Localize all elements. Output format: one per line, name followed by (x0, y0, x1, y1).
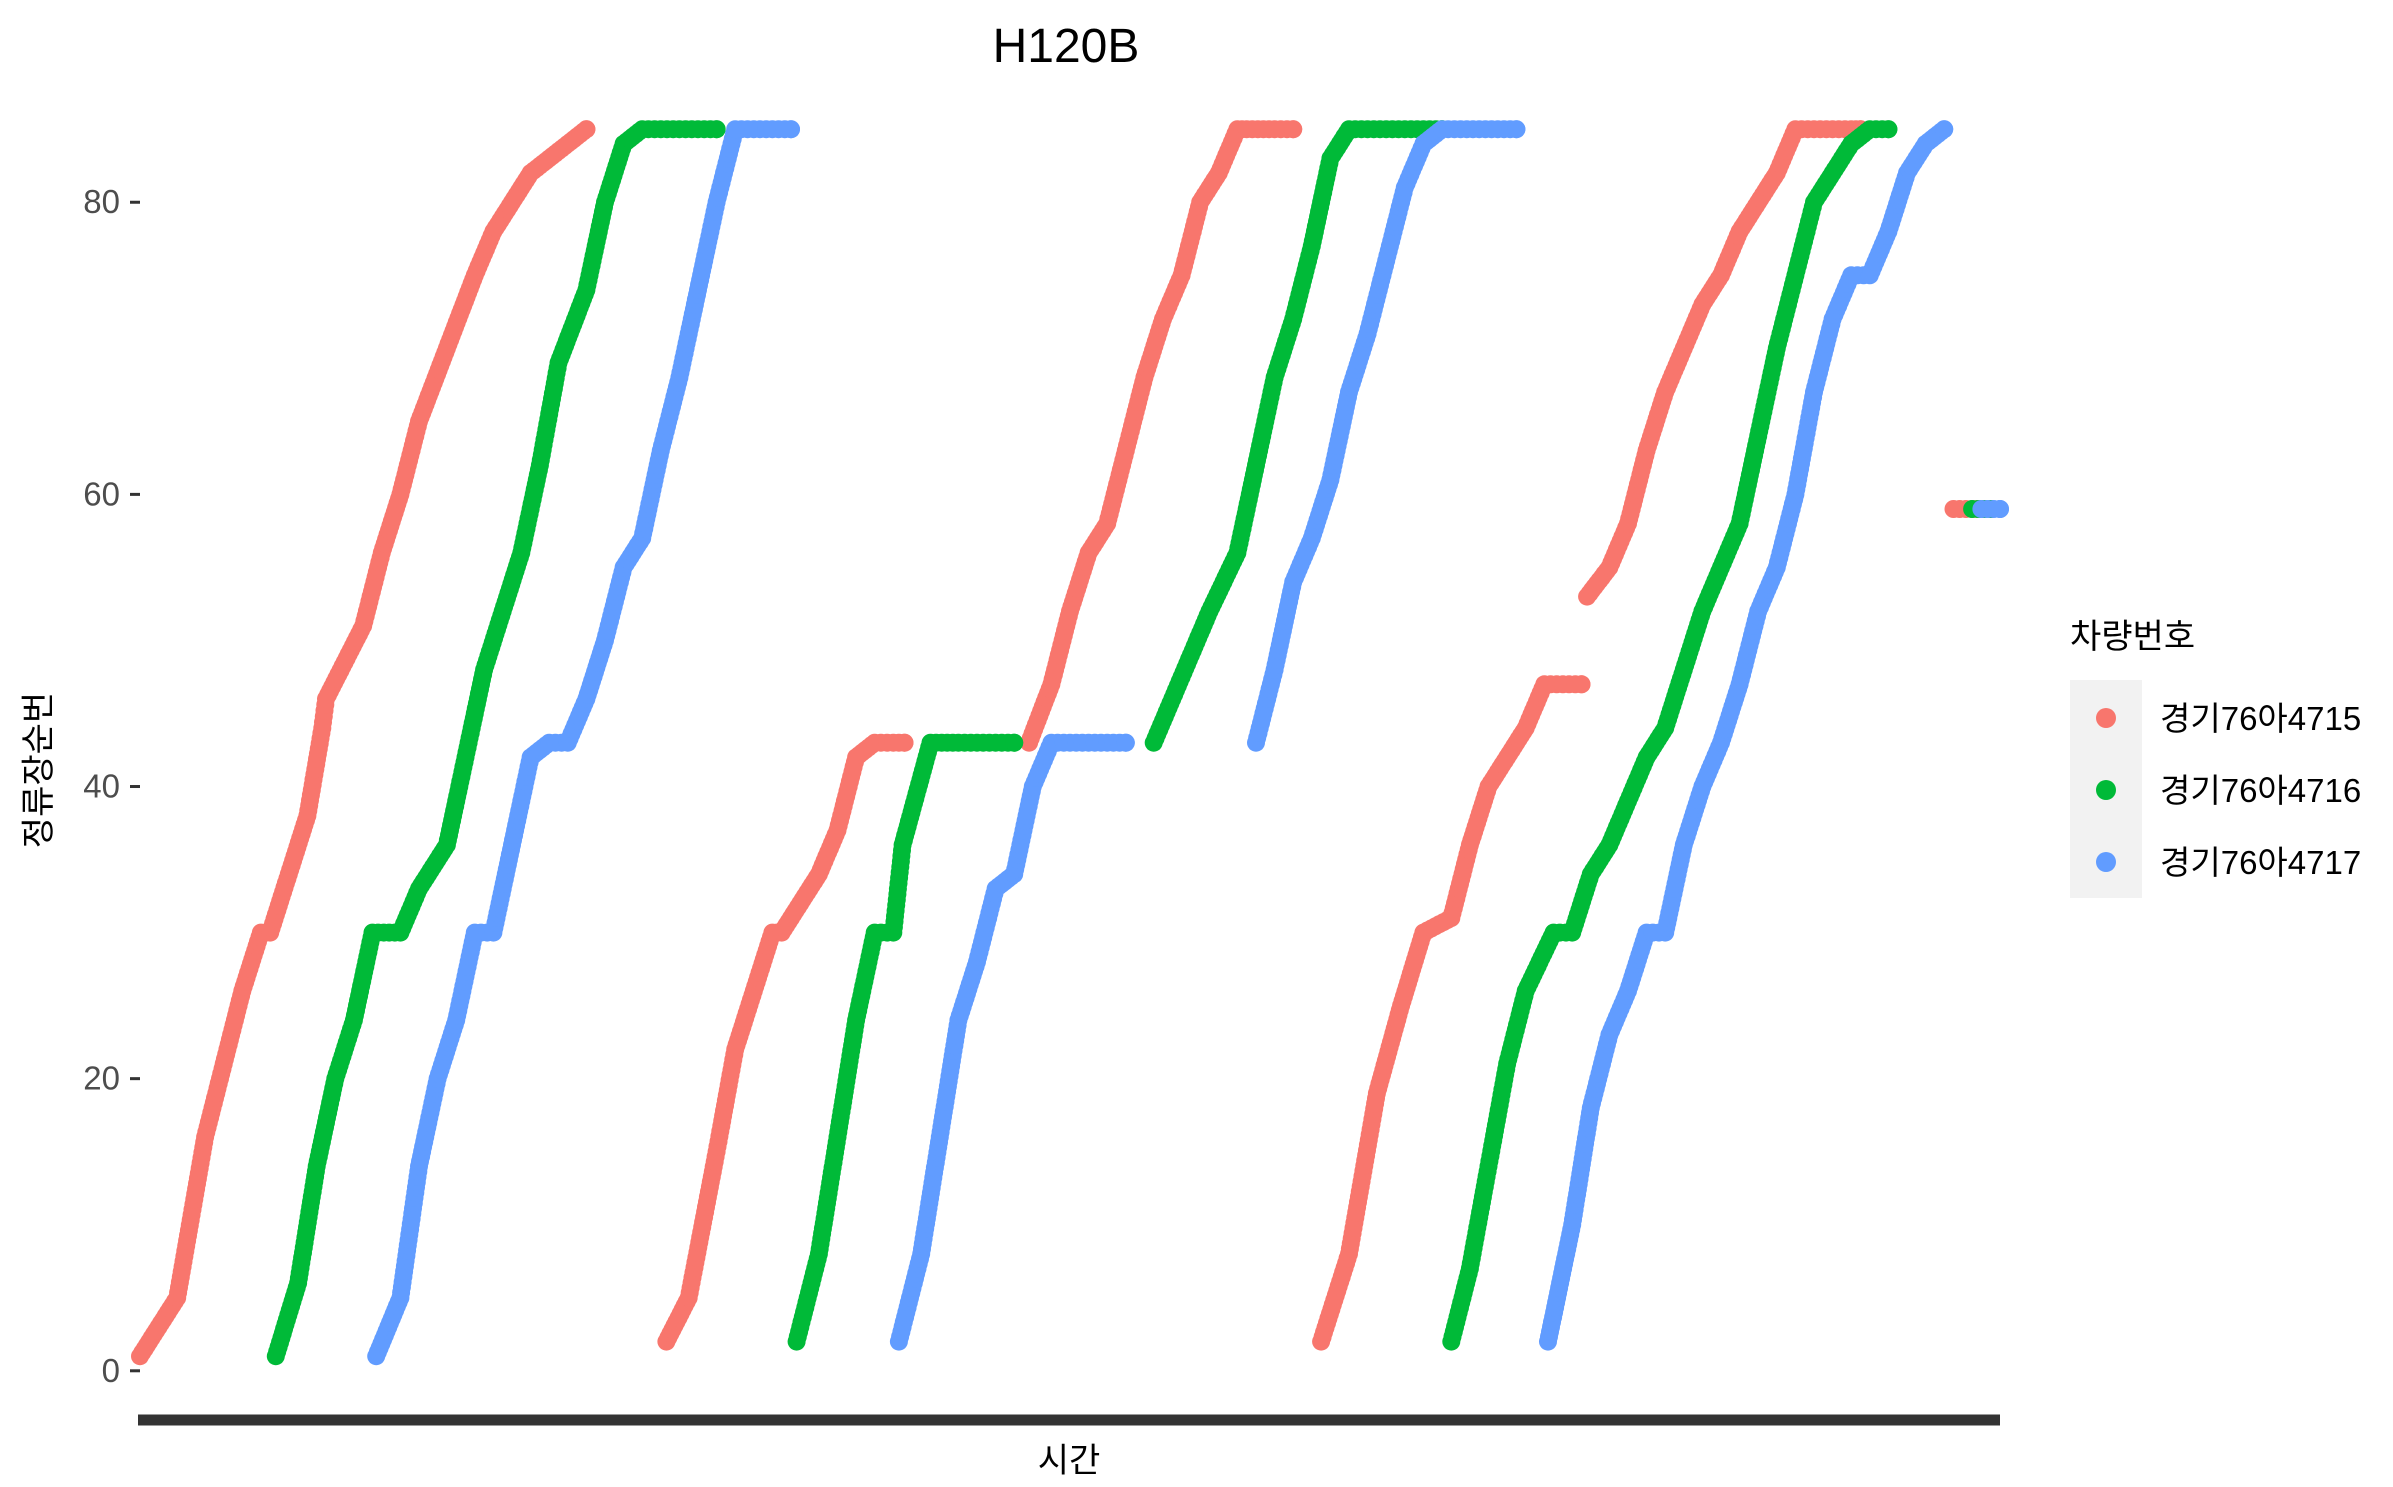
legend-swatch (2096, 852, 2116, 872)
y-tick-label: 0 (102, 1352, 120, 1389)
legend-label: 경기76아4716 (2160, 772, 2361, 809)
data-point (707, 120, 726, 139)
y-tick-label: 40 (83, 768, 120, 805)
y-axis: 0 20 40 60 80 (83, 183, 140, 1389)
legend-label: 경기76아4715 (2160, 700, 2361, 737)
data-point (1879, 120, 1898, 139)
data-point (1991, 500, 2009, 518)
legend-title: 차량번호 (2070, 617, 2195, 657)
data-point (782, 120, 800, 139)
data-point (577, 120, 596, 139)
plot-area (131, 120, 2009, 1366)
data-point (895, 733, 914, 752)
x-axis-title: 시간 (1038, 1441, 1101, 1481)
data-point (1005, 733, 1024, 752)
y-tick-label: 60 (83, 475, 120, 512)
data-point (1284, 120, 1303, 139)
y-axis-title: 정류장순번 (19, 692, 59, 848)
data-point (1507, 120, 1526, 139)
legend-swatch (2096, 708, 2116, 728)
y-tick-label: 80 (83, 183, 120, 220)
legend-label: 경기76아4717 (2160, 844, 2361, 881)
data-point (1572, 675, 1591, 694)
legend: 차량번호 경기76아4715 경기76아4716 경기76아4717 (2070, 617, 2361, 898)
data-point (1935, 120, 1954, 139)
chart-title: H120B (993, 20, 1140, 73)
data-point (1116, 733, 1135, 752)
legend-swatch (2096, 780, 2116, 800)
y-tick-label: 20 (83, 1060, 120, 1097)
